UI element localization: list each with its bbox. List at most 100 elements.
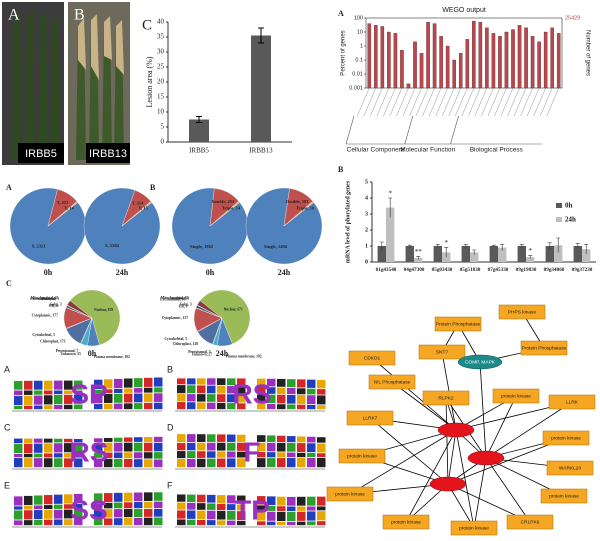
logo-letter	[257, 458, 266, 468]
logo-letter	[207, 510, 216, 520]
bar	[550, 27, 554, 89]
logo-letter	[124, 502, 133, 509]
node	[434, 316, 482, 332]
logo-letter	[14, 506, 23, 510]
bar	[380, 26, 385, 89]
logo-letter	[94, 503, 103, 509]
slice-label: Single, 1404	[264, 244, 288, 249]
error-bar	[528, 255, 533, 259]
logo-letter	[34, 505, 43, 510]
error-bar	[519, 244, 524, 248]
logo-letter	[144, 501, 153, 509]
error-bar	[584, 244, 589, 254]
logo-letter	[307, 443, 316, 453]
logo-letter	[114, 502, 123, 509]
logo-letter	[74, 438, 83, 443]
logo-letter	[44, 405, 53, 410]
logo-letter	[317, 453, 326, 458]
y-tick-label: 0	[161, 138, 165, 146]
logo-letter	[94, 438, 103, 442]
logo-letter	[317, 458, 326, 468]
logo-letter	[317, 496, 326, 506]
category-tick	[376, 87, 390, 117]
x-tick-label: 01g43540	[376, 267, 397, 273]
logo-letter	[217, 458, 226, 468]
logo-letter	[267, 496, 276, 505]
logo-letter	[154, 377, 163, 387]
logo-letter	[24, 443, 33, 453]
category-tick	[507, 87, 520, 117]
category-tick	[526, 87, 540, 117]
pie-title: 0h	[88, 349, 97, 358]
hub-node	[429, 476, 467, 492]
node	[346, 410, 394, 426]
panel-label: F	[167, 480, 173, 490]
logo-letter	[177, 443, 186, 451]
caption: IRBB5	[25, 148, 57, 160]
legend-label: 24h	[565, 216, 576, 224]
logo-letter	[187, 378, 196, 385]
node-label: Protein Phosphatase	[522, 345, 567, 351]
category-tick	[533, 87, 546, 117]
y-tick-label: 40	[157, 18, 165, 26]
logo-letter	[34, 510, 43, 520]
title: WEGO output	[442, 7, 486, 14]
node-label: WARKL20	[559, 465, 582, 471]
bar	[582, 249, 591, 262]
node	[492, 388, 540, 404]
logo-letter	[317, 437, 326, 443]
logo-letter	[114, 518, 123, 526]
logo-letter	[74, 380, 83, 390]
panel-label: A	[338, 9, 344, 18]
logo-letter	[237, 378, 246, 386]
logo-letter	[257, 496, 266, 505]
slice-label: Chloroplast, 173	[40, 340, 65, 344]
logo-letter	[277, 404, 286, 410]
logo-letter	[54, 453, 63, 458]
legend-swatch	[556, 217, 562, 222]
logo-letter	[24, 505, 33, 510]
slice-label: Triple, 14	[222, 206, 241, 211]
logo-letter	[74, 394, 83, 404]
logo-letter	[187, 402, 196, 410]
bar	[433, 246, 442, 262]
logo-letter	[134, 502, 143, 509]
logo-letter	[54, 509, 63, 519]
slice-label: Lysosomal, 1	[39, 297, 59, 301]
slice-label: Nuclear, 671	[224, 307, 243, 311]
logo-letter	[297, 452, 306, 458]
group-bracket	[450, 115, 542, 145]
y-tick-label: 0.1	[355, 57, 363, 63]
node	[498, 304, 546, 320]
slice-label: Cytoskeletal, 5	[164, 337, 187, 341]
bar	[478, 22, 483, 89]
logo-letter	[144, 508, 153, 517]
logo-letter	[187, 394, 196, 402]
significance: *	[528, 247, 532, 255]
motif-letters: RS	[70, 436, 109, 467]
error-bar	[500, 244, 505, 251]
node-label: protein kinase	[347, 453, 377, 459]
logo-letter	[144, 393, 153, 403]
error-bar	[258, 27, 264, 44]
bar	[432, 23, 437, 89]
legend-label: 0h	[565, 202, 573, 210]
logo-letter	[14, 454, 23, 458]
logo-letter	[114, 437, 123, 442]
panel-label: B	[338, 165, 344, 174]
logo-letter	[197, 442, 206, 451]
logo-letter	[257, 378, 266, 387]
logo-letter	[237, 451, 246, 458]
logo-letter	[104, 403, 113, 410]
logo-letter	[74, 518, 83, 526]
bar	[414, 258, 423, 262]
logo-letter	[104, 437, 113, 442]
node	[418, 344, 466, 360]
lesions	[78, 14, 124, 80]
logo-letter	[177, 451, 186, 459]
logo-letter	[217, 402, 226, 410]
edge	[391, 381, 457, 431]
logo-letter	[297, 496, 306, 506]
logo-letter	[277, 458, 286, 468]
y-tick-label: 0.001	[349, 85, 363, 91]
